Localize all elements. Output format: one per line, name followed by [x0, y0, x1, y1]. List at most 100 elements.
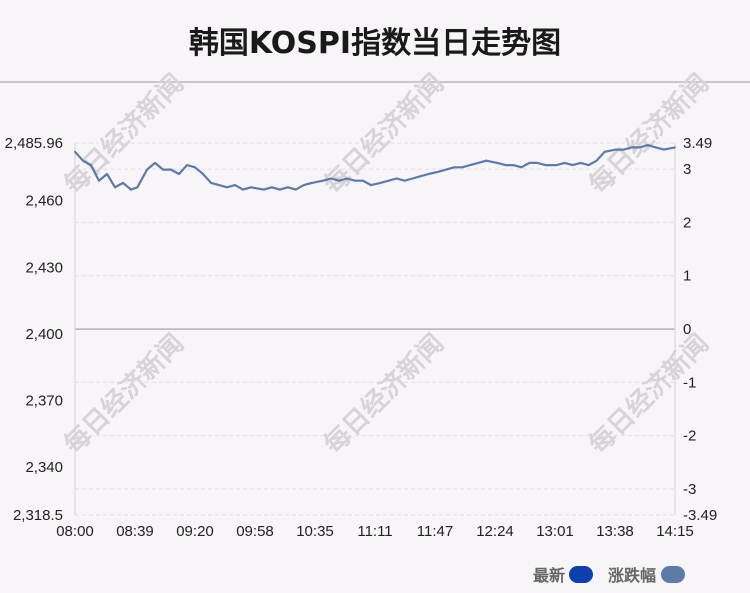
data-point [496, 162, 499, 164]
y2-tick-label: -3 [683, 481, 696, 498]
data-point [587, 164, 590, 167]
watermark-3: 每日经济新闻 [58, 328, 190, 460]
data-point [136, 186, 139, 189]
x-tick-label: 12:24 [476, 523, 514, 540]
data-point [395, 177, 398, 180]
data-point [90, 164, 92, 167]
data-point [270, 186, 273, 189]
watermark-2: 每日经济新闻 [583, 68, 715, 200]
data-point [202, 173, 204, 175]
x-tick-label: 14:15 [656, 523, 694, 540]
data-point [485, 159, 488, 162]
y-tick-label: 2,485.96 [5, 135, 63, 152]
data-point [563, 162, 566, 164]
data-point [106, 173, 108, 175]
x-tick-label: 13:01 [536, 523, 574, 540]
x-tick-label: 11:11 [357, 523, 392, 540]
data-point [536, 162, 539, 164]
data-point [154, 162, 156, 164]
data-point [294, 188, 297, 191]
data-point [427, 173, 430, 175]
y2-tick-label: 2 [683, 214, 691, 231]
page-title: 韩国KOSPI指数当日走势图 [188, 26, 562, 61]
data-point [544, 164, 547, 167]
y-tick-label: 2,430 [25, 259, 63, 276]
chart-axes [74, 143, 676, 515]
data-point [162, 168, 164, 171]
y-axis-labels: 2,485.96 2,460 2,430 2,400 2,370 2,340 2,318.5 [5, 135, 63, 524]
data-point [477, 162, 480, 164]
watermark-4: 每日经济新闻 [318, 328, 450, 460]
y-tick-label: 2,370 [25, 393, 63, 410]
data-point [411, 177, 414, 180]
data-point [437, 170, 440, 173]
data-point [286, 186, 289, 189]
data-point [638, 146, 641, 149]
y2-tick-label: 1 [683, 268, 691, 285]
y-tick-label: 2,400 [25, 326, 63, 343]
data-point [646, 144, 649, 147]
y2-tick-label: 3.49 [683, 135, 712, 152]
series-layer [74, 144, 676, 191]
data-point [130, 188, 132, 191]
data-point [528, 162, 531, 164]
x-tick-label: 13:38 [596, 523, 634, 540]
data-point [338, 179, 340, 182]
data-point [630, 146, 633, 149]
x-tick-label: 11:47 [417, 523, 453, 540]
data-point [614, 148, 617, 151]
x-tick-label: 09:58 [236, 523, 274, 540]
data-point [662, 148, 665, 151]
data-point [310, 182, 313, 184]
x-axis-labels: 08:00 08:39 09:20 09:58 10:35 11:11 11:47 12:24… [56, 523, 694, 540]
y2-tick-label: -1 [683, 374, 696, 391]
legend-label-0: 最新 [533, 566, 565, 585]
data-point [242, 188, 244, 191]
y-tick-label: 2,460 [25, 193, 63, 210]
data-point [419, 175, 422, 178]
x-tick-label: 08:00 [56, 523, 94, 540]
data-point [346, 177, 348, 180]
data-point [74, 150, 76, 153]
data-point [453, 166, 456, 169]
data-point [234, 184, 236, 187]
data-point [512, 164, 515, 167]
x-tick-label: 10:35 [296, 523, 334, 540]
data-point [354, 179, 356, 182]
data-point [210, 182, 212, 184]
y-tick-label: 2,318.5 [13, 507, 63, 524]
watermark-0: 每日经济新闻 [58, 68, 190, 200]
y2-tick-label: 0 [683, 321, 691, 338]
data-point [262, 188, 265, 191]
x-tick-label: 08:39 [116, 523, 154, 540]
header-divider [0, 81, 750, 83]
data-point [595, 159, 598, 162]
data-point [387, 179, 390, 182]
chart-grid [75, 142, 675, 516]
data-point [461, 166, 464, 169]
data-point [82, 159, 84, 162]
data-point [654, 146, 657, 149]
y2-tick-label: -3.49 [683, 507, 717, 524]
data-point [370, 184, 372, 187]
data-point [186, 164, 188, 167]
data-point [218, 184, 220, 187]
data-point [362, 179, 364, 182]
data-point [622, 148, 625, 151]
data-point [330, 177, 332, 180]
data-point [571, 164, 574, 167]
y-tick-label: 2,340 [25, 459, 63, 476]
x-tick-label: 09:20 [176, 523, 214, 540]
legend: 最新 涨跌幅 [533, 566, 685, 585]
legend-label-1: 涨跌幅 [608, 566, 656, 585]
data-point [403, 179, 406, 182]
data-point [178, 173, 180, 175]
data-point [170, 168, 172, 171]
data-point [114, 186, 116, 189]
data-point [579, 162, 582, 164]
data-point [445, 168, 448, 171]
data-point [278, 188, 281, 191]
data-point [98, 179, 100, 182]
data-point [322, 179, 324, 182]
